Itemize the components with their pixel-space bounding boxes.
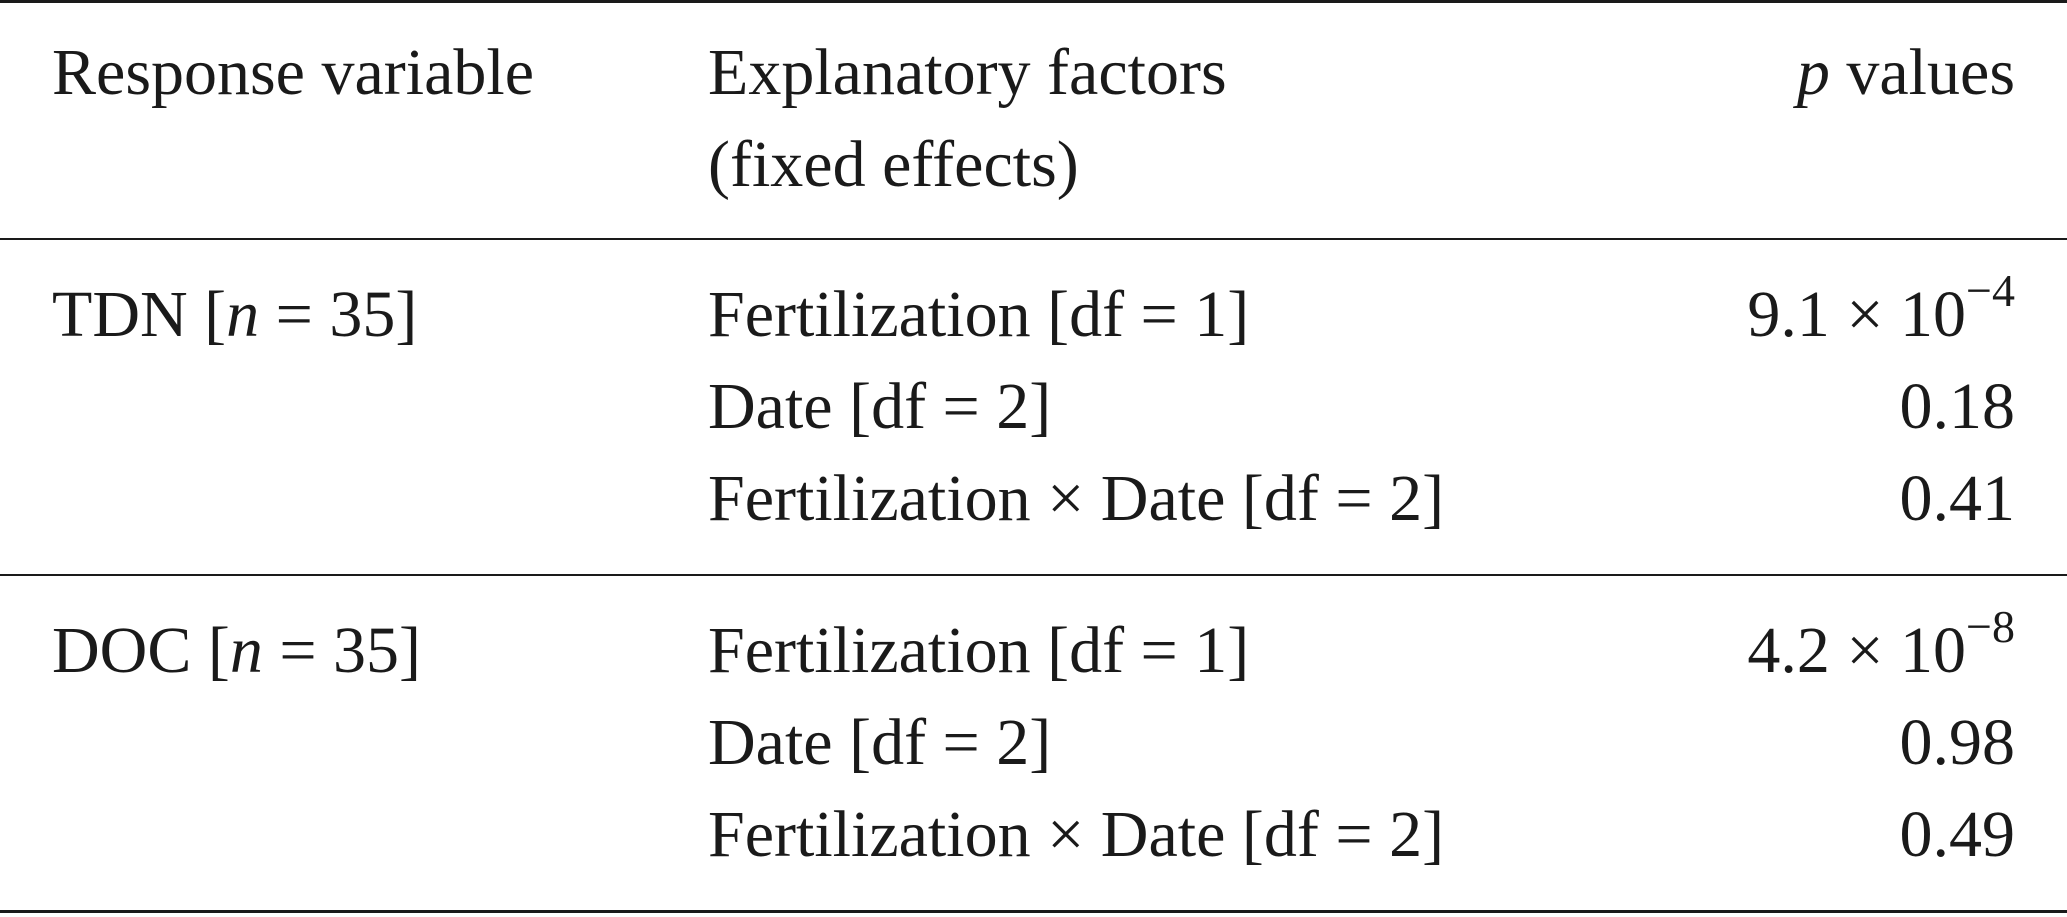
factor-tdn-date: Date [df = 2] xyxy=(708,370,1052,443)
header-p-values: p values xyxy=(1797,40,2015,106)
header-explanatory-factors: Explanatory factors xyxy=(708,36,1227,109)
pvalue-exponent: −4 xyxy=(1966,265,2015,316)
pvalue-tdn-date: 0.18 xyxy=(1899,370,2016,443)
group-rule xyxy=(0,574,2067,576)
p-symbol: p xyxy=(1796,36,1830,109)
response-tdn: TDN [n = 35] xyxy=(52,278,418,351)
pvalue-exponent: −8 xyxy=(1966,601,2015,652)
header-rule xyxy=(0,238,2067,240)
header-response-variable: Response variable xyxy=(52,36,535,109)
factor-doc-interaction: Fertilization × Date [df = 2] xyxy=(708,798,1445,871)
pvalue-doc-fertilization: 4.2 × 10−8 xyxy=(1747,601,2015,687)
factor-tdn-fertilization: Fertilization [df = 1] xyxy=(708,278,1250,351)
pvalue-tdn-interaction: 0.41 xyxy=(1899,462,2016,535)
response-doc: DOC [n = 35] xyxy=(52,614,422,687)
pvalue-doc-interaction: 0.49 xyxy=(1899,798,2016,871)
pvalue-doc-date: 0.98 xyxy=(1899,706,2016,779)
factor-tdn-interaction: Fertilization × Date [df = 2] xyxy=(708,462,1445,535)
bottom-rule xyxy=(0,910,2067,913)
header-p-values-label: values xyxy=(1829,36,2015,109)
pvalue-tdn-fertilization: 9.1 × 10−4 xyxy=(1747,265,2015,351)
factor-doc-date: Date [df = 2] xyxy=(708,706,1052,779)
top-rule xyxy=(0,0,2067,3)
header-fixed-effects: (fixed effects) xyxy=(708,128,1079,201)
factor-doc-fertilization: Fertilization [df = 1] xyxy=(708,614,1250,687)
